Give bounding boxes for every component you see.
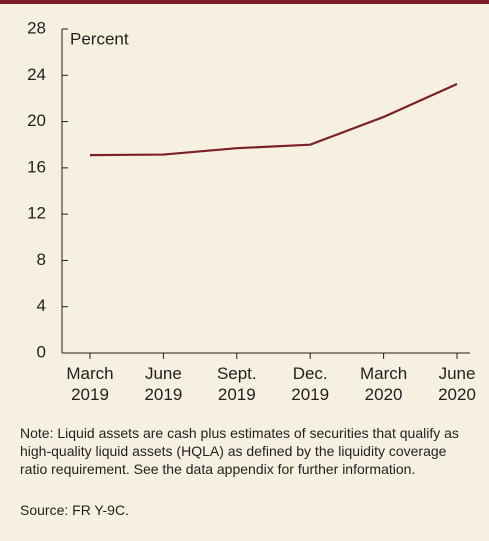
x-tick-label: March 2020 — [359, 364, 408, 404]
x-tick-label: June 2020 — [438, 364, 476, 404]
x-tick-label: Dec. 2019 — [291, 364, 330, 404]
y-tick-label: 16 — [27, 157, 46, 176]
y-tick-label: 0 — [37, 342, 46, 361]
chart: Percent 0 4 8 12 16 20 24 28 — [27, 18, 470, 361]
y-tick-label: 4 — [37, 296, 46, 315]
data-line — [89, 82, 458, 157]
source: Source: FR Y-9C. — [20, 502, 129, 518]
x-tick-label: March 2019 — [66, 364, 114, 404]
note: Note: Liquid assets are cash plus estima… — [20, 425, 459, 477]
y-tick-label: 20 — [27, 111, 46, 130]
y-axis-label: Percent — [70, 29, 129, 48]
y-tick-label: 12 — [27, 204, 46, 223]
x-tick-label: Sept. 2019 — [216, 364, 257, 404]
y-tick-label: 8 — [37, 250, 46, 269]
x-tick-label: June 2019 — [144, 364, 183, 404]
y-tick-label: 28 — [27, 18, 46, 37]
y-tick-label: 24 — [27, 65, 46, 84]
